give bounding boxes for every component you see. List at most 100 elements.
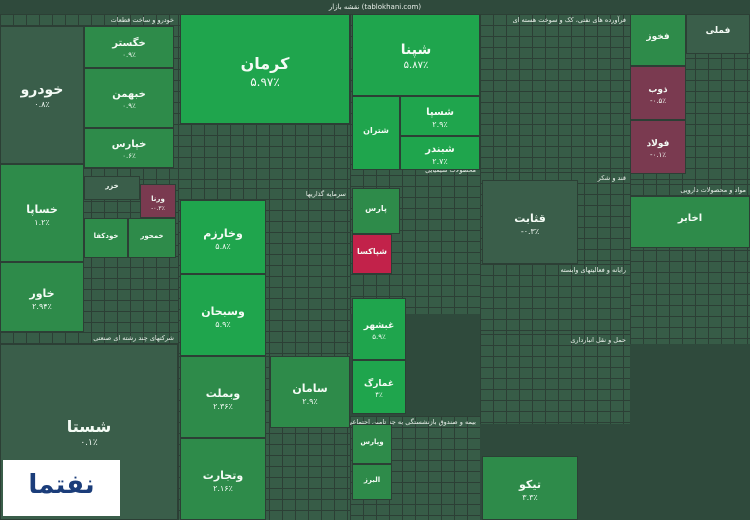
ticker-change: ۰.۱٪ [80,438,98,448]
ticker-change: ۲.۹٪ [302,397,318,406]
ticker-tile[interactable]: سامان ۲.۹٪ [270,356,350,428]
ticker-change: ۳.۳٪ [522,493,538,502]
ticker-name: شتران [363,126,389,135]
small-tiles-grid [480,334,630,424]
ticker-change: ۵.۸٪ [215,242,231,251]
ticker-change: ۲.۷٪ [432,157,448,166]
ticker-name: خودکفا [93,232,119,240]
ticker-change: ۲.۱۶٪ [213,484,233,493]
ticker-name: وپارس [360,438,384,446]
ticker-name: خساپا [26,203,58,216]
small-tiles-grid [480,264,630,334]
ticker-tile[interactable]: اخابر [630,196,750,248]
ticker-name: شبندر [425,144,455,155]
ticker-tile[interactable]: ذوب -۰.۵٪ [630,66,686,120]
ticker-change: ۴٪ [375,391,383,399]
ticker-change: ۵.۹٪ [372,333,386,341]
ticker-name: کرمان [240,54,290,73]
ticker-name: غبشهر [363,321,395,331]
ticker-tile[interactable]: فملی [686,14,750,54]
sector-label: حمل و نقل انبارداری [570,336,626,344]
ticker-tile[interactable]: شسپا ۲.۹٪ [400,96,480,136]
ticker-name: فملی [705,26,731,36]
ticker-tile[interactable]: خزر [84,176,140,200]
ticker-name: تیکو [519,478,541,491]
ticker-tile[interactable]: پارس [352,188,400,234]
ticker-name: خپارس [111,139,147,150]
ticker-tile[interactable]: تیکو ۳.۳٪ [482,456,578,520]
ticker-tile[interactable]: فولاد -۰.۱٪ [630,120,686,174]
ticker-name: قثابت [514,212,546,225]
ticker-name: شستا [66,417,112,436]
ticker-tile[interactable]: ورنا -۰.۳٪ [140,184,176,218]
ticker-name: فخوز [646,32,670,42]
ticker-name: خمحور [140,232,164,240]
sector-block: محصولات شیمیایی [350,164,480,314]
ticker-tile[interactable]: خگستر ۰.۹٪ [84,26,174,68]
sector-label: شرکتهای چند رشته ای صنعتی [93,334,174,342]
ticker-change: ۲.۹٪ [432,120,448,129]
ticker-name: خزر [105,182,119,190]
sector-label: مواد و محصولات دارویی [680,186,746,194]
sector-label: رایانه و فعالیتهای وابسته [560,266,626,274]
ticker-change: ۵.۹٪ [215,320,231,329]
small-tiles-grid [480,14,630,172]
ticker-tile[interactable]: فخوز [630,14,686,66]
ticker-name: وخارزم [203,227,243,240]
ticker-name: خودرو [20,82,64,98]
ticker-tile[interactable]: شپنا ۵.۸۷٪ [352,14,480,96]
ticker-name: شپاکسا [357,247,387,256]
ticker-tile[interactable]: خودکفا [84,218,128,258]
ticker-tile[interactable]: وپارس [352,424,392,464]
ticker-tile[interactable]: خمحور [128,218,176,258]
ticker-tile[interactable]: خاور ۲.۹۴٪ [0,262,84,332]
ticker-change: ۰.۹٪ [122,102,136,110]
sector-block: حمل و نقل انبارداری [480,334,630,424]
ticker-name: غمارگ [364,379,394,389]
ticker-name: وسبحان [201,305,245,318]
ticker-name: پارس [365,204,387,213]
ticker-change: -۰.۳٪ [151,205,165,212]
ticker-name: وبملت [205,387,241,400]
ticker-tile[interactable]: شتران [352,96,400,170]
ticker-tile[interactable]: خساپا ۱.۲٪ [0,164,84,262]
ticker-tile[interactable]: وخارزم ۵.۸٪ [180,200,266,274]
ticker-tile[interactable]: وبملت ۲.۳۶٪ [180,356,266,438]
ticker-tile[interactable]: البرز [352,464,392,500]
sector-label: فرآورده های نفتی، کک و سوخت هسته ای [512,16,626,24]
ticker-change: ۵.۹۷٪ [250,75,280,89]
ticker-change: ۰.۶٪ [122,152,136,160]
ticker-name: شپنا [400,42,432,58]
ticker-name: خاور [29,287,55,300]
ticker-change: -۰.۳٪ [520,227,540,236]
ticker-tile[interactable]: وتجارت ۲.۱۶٪ [180,438,266,520]
brand-logo: نفتما [3,460,120,516]
ticker-name: خگستر [112,38,146,49]
sector-label: بیمه و صندوق بازنشستگی به جز تامین اجتما… [350,418,476,426]
ticker-tile[interactable]: شبندر ۲.۷٪ [400,136,480,170]
ticker-change: ۲.۳۶٪ [213,402,233,411]
ticker-tile[interactable]: کرمان ۵.۹۷٪ [180,14,350,124]
sector-label: خودرو و ساخت قطعات [110,16,174,24]
ticker-change: ۰.۸٪ [34,100,50,109]
watermark-url: نقشه بازار (tablokhani.com) [0,0,750,14]
ticker-name: ذوب [648,85,668,95]
ticker-tile[interactable]: خبهمن ۰.۹٪ [84,68,174,128]
ticker-tile[interactable]: خپارس ۰.۶٪ [84,128,174,168]
ticker-name: شسپا [426,107,454,118]
ticker-name: خبهمن [112,89,146,100]
sector-label: محصولات شیمیایی [425,166,476,174]
ticker-name: ورنا [151,195,165,203]
ticker-name: البرز [363,476,381,484]
ticker-change: ۵.۸۷٪ [403,60,429,71]
ticker-tile[interactable]: وسبحان ۵.۹٪ [180,274,266,356]
ticker-tile[interactable]: خودرو ۰.۸٪ [0,26,84,164]
sector-block: رایانه و فعالیتهای وابسته [480,264,630,334]
ticker-tile[interactable]: غبشهر ۵.۹٪ [352,298,406,360]
ticker-change: -۰.۵٪ [649,97,667,105]
ticker-name: وتجارت [202,469,244,482]
ticker-tile[interactable]: غمارگ ۴٪ [352,360,406,414]
ticker-tile[interactable]: قثابت -۰.۳٪ [482,180,578,264]
ticker-tile[interactable]: شپاکسا [352,234,392,274]
